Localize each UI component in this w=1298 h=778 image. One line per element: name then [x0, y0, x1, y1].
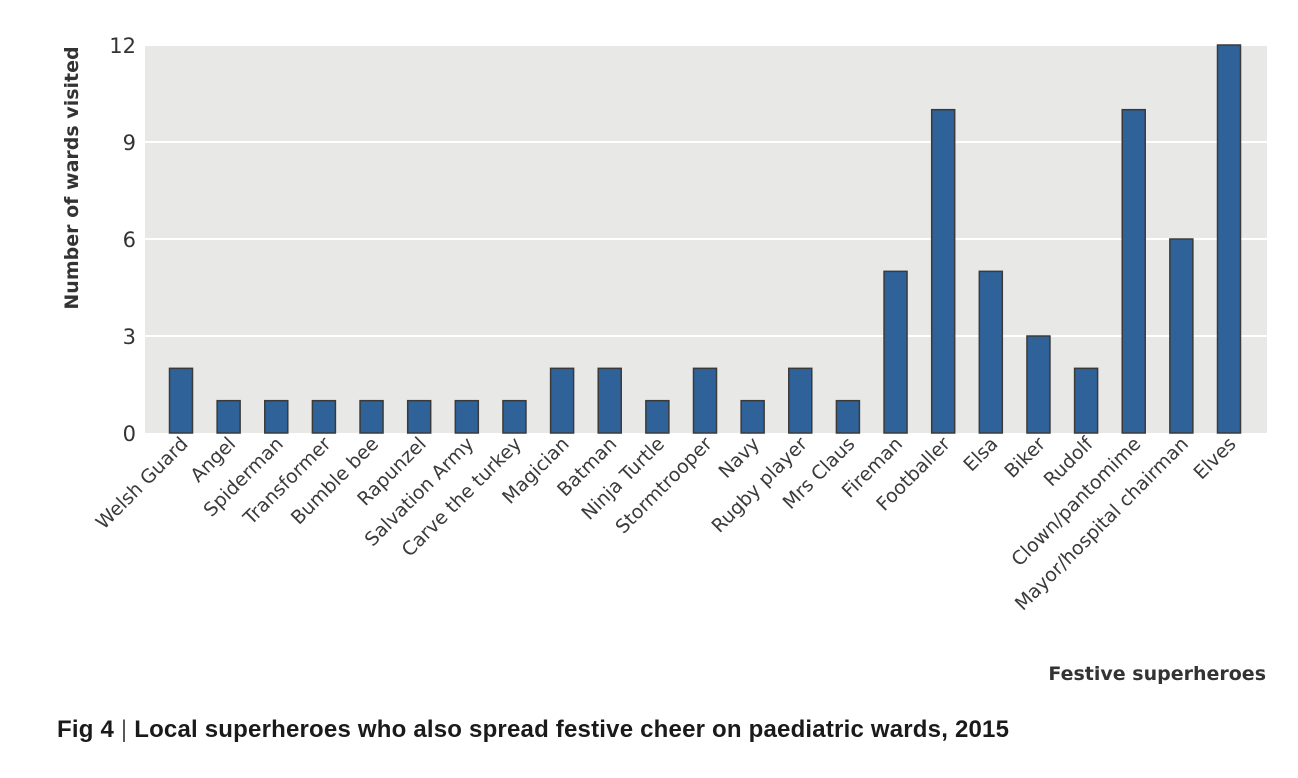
bars	[168, 44, 1242, 434]
figure-number: Fig 4	[57, 716, 115, 743]
bar	[930, 108, 956, 434]
bar	[168, 367, 194, 434]
y-axis-ticks: 0 3 6 9 12	[109, 34, 136, 446]
x-tick-label: Elsa	[959, 433, 1002, 476]
y-tick-label: 0	[123, 422, 136, 446]
bar	[264, 399, 289, 434]
bar	[1169, 238, 1194, 434]
caption-text: Local superheroes who also spread festiv…	[134, 716, 1010, 743]
bar	[502, 399, 527, 434]
y-axis-label: Number of wards visited	[61, 46, 83, 309]
grid-lines	[145, 44, 1267, 337]
bar	[1026, 335, 1051, 434]
y-tick-label: 3	[123, 325, 136, 349]
bar	[454, 399, 480, 434]
bar	[359, 399, 384, 434]
bar	[597, 367, 622, 434]
bar	[978, 270, 1004, 434]
bar	[883, 270, 908, 434]
y-tick-label: 12	[109, 34, 136, 58]
bar	[549, 367, 575, 434]
bar-chart: 0 3 6 9 12 Welsh GuardAngelSpidermanTransfor…	[61, 34, 1267, 685]
bar	[1073, 367, 1099, 434]
x-tick-label: Elves	[1190, 433, 1241, 484]
x-tick-label: Welsh Guard	[92, 433, 193, 534]
bar	[788, 367, 813, 434]
bar	[216, 399, 241, 434]
x-axis-ticks: Welsh GuardAngelSpidermanTransformerBumb…	[92, 432, 1241, 615]
bar	[692, 367, 718, 434]
y-tick-label: 6	[123, 228, 136, 252]
bar	[740, 399, 765, 434]
x-axis-label: Festive superheroes	[1048, 663, 1266, 685]
bar	[835, 399, 861, 434]
y-tick-label: 9	[123, 131, 136, 155]
bar	[1216, 44, 1242, 434]
caption-separator: |	[120, 716, 128, 743]
bar	[406, 399, 432, 434]
bar	[311, 399, 337, 434]
bar	[1121, 108, 1146, 434]
bar	[645, 399, 670, 434]
figure-caption: Fig 4 | Local superheroes who also sprea…	[57, 716, 1009, 744]
